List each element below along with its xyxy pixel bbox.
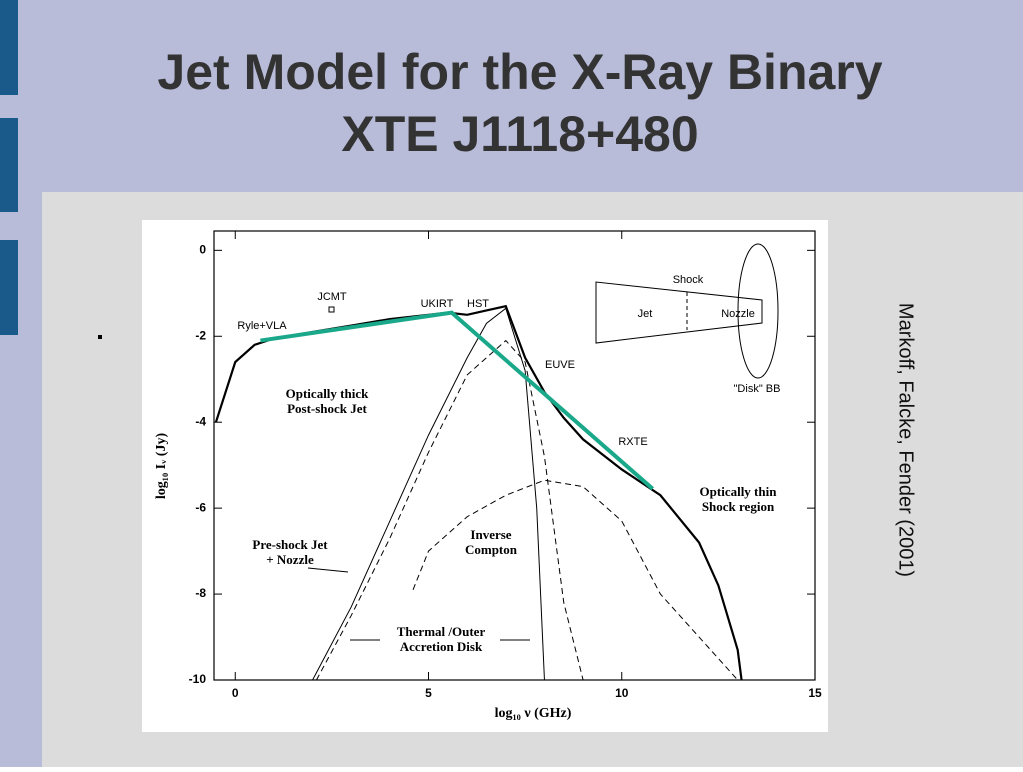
disk — [737, 243, 779, 379]
y-tick-label: -10 — [189, 672, 207, 686]
annotation: + Nozzle — [266, 552, 314, 567]
curve — [412, 479, 739, 681]
x-tick-label: 15 — [808, 686, 822, 700]
title-line: Jet Model for the X-Ray Binary — [157, 44, 882, 100]
annotation: UKIRT — [421, 298, 454, 310]
annotation: JCMT — [317, 291, 347, 303]
annotation: Accretion Disk — [400, 639, 483, 654]
annotation: Optically thin — [700, 484, 778, 499]
y-tick-label: -4 — [195, 414, 206, 428]
annotation: HST — [467, 298, 489, 310]
citation: Markoff, Falcke, Fender (2001) — [895, 303, 917, 577]
annotation: Inverse — [470, 527, 511, 542]
annotation: Optically thick — [286, 386, 369, 401]
y-tick-label: -2 — [195, 328, 206, 342]
jet-cone — [595, 281, 763, 344]
side-tab — [0, 118, 18, 212]
y-tick-label: -8 — [195, 586, 206, 600]
annotation: Shock region — [702, 499, 775, 514]
x-tick-label: 0 — [232, 686, 239, 700]
y-tick-label: -6 — [195, 500, 206, 514]
arrow — [307, 567, 349, 573]
y-axis-label: log₁₀ Iᵥ (Jy) — [154, 433, 169, 500]
side-tab — [0, 0, 18, 95]
title-line: XTE J1118+480 — [341, 106, 698, 162]
annotation: Jet — [638, 308, 653, 320]
y-tick-label: 0 — [199, 243, 206, 257]
side-tab — [0, 240, 18, 335]
plot-frame — [213, 230, 816, 681]
figure-background — [142, 220, 828, 732]
annotation: Pre-shock Jet — [252, 537, 328, 552]
annotation: "Disk" BB — [734, 383, 781, 395]
curve — [312, 307, 545, 681]
x-tick-label: 10 — [615, 686, 629, 700]
annotation: Compton — [465, 542, 518, 557]
plot — [213, 230, 816, 681]
annotation: Shock — [673, 274, 704, 286]
annotation: Thermal /Outer — [397, 624, 486, 639]
x-axis-label: log₁₀ ν (GHz) — [495, 706, 572, 721]
curve — [260, 310, 654, 491]
annotation: Ryle+VLA — [237, 320, 287, 332]
bullet — [98, 335, 102, 339]
jcmt-point — [328, 306, 335, 313]
annotation: EUVE — [545, 359, 575, 371]
annotation: Post-shock Jet — [287, 401, 367, 416]
curve — [315, 339, 584, 681]
annotation: RXTE — [618, 436, 647, 448]
annotation: Nozzle — [721, 308, 755, 320]
x-tick-label: 5 — [425, 686, 432, 700]
